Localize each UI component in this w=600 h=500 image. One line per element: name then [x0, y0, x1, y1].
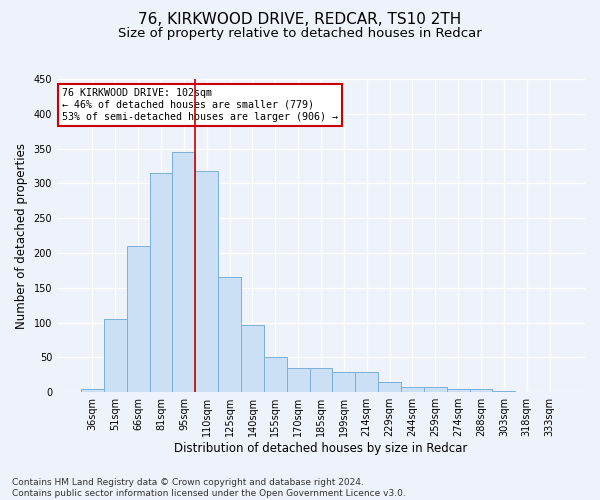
Bar [447, 388, 470, 392]
Text: 76 KIRKWOOD DRIVE: 102sqm
← 46% of detached houses are smaller (779)
53% of semi: 76 KIRKWOOD DRIVE: 102sqm ← 46% of detac… [62, 88, 338, 122]
Bar [172, 152, 196, 392]
Bar [310, 368, 332, 392]
Text: 76, KIRKWOOD DRIVE, REDCAR, TS10 2TH: 76, KIRKWOOD DRIVE, REDCAR, TS10 2TH [139, 12, 461, 28]
Bar [401, 386, 424, 392]
Text: Size of property relative to detached houses in Redcar: Size of property relative to detached ho… [118, 28, 482, 40]
X-axis label: Distribution of detached houses by size in Redcar: Distribution of detached houses by size … [175, 442, 468, 455]
Bar [264, 358, 287, 392]
Bar [355, 372, 378, 392]
Bar [104, 319, 127, 392]
Text: Contains HM Land Registry data © Crown copyright and database right 2024.
Contai: Contains HM Land Registry data © Crown c… [12, 478, 406, 498]
Bar [332, 372, 355, 392]
Bar [81, 388, 104, 392]
Bar [493, 391, 515, 392]
Bar [149, 173, 172, 392]
Bar [218, 278, 241, 392]
Y-axis label: Number of detached properties: Number of detached properties [15, 142, 28, 328]
Bar [127, 246, 149, 392]
Bar [196, 171, 218, 392]
Bar [241, 324, 264, 392]
Bar [287, 368, 310, 392]
Bar [378, 382, 401, 392]
Bar [470, 388, 493, 392]
Bar [424, 386, 447, 392]
